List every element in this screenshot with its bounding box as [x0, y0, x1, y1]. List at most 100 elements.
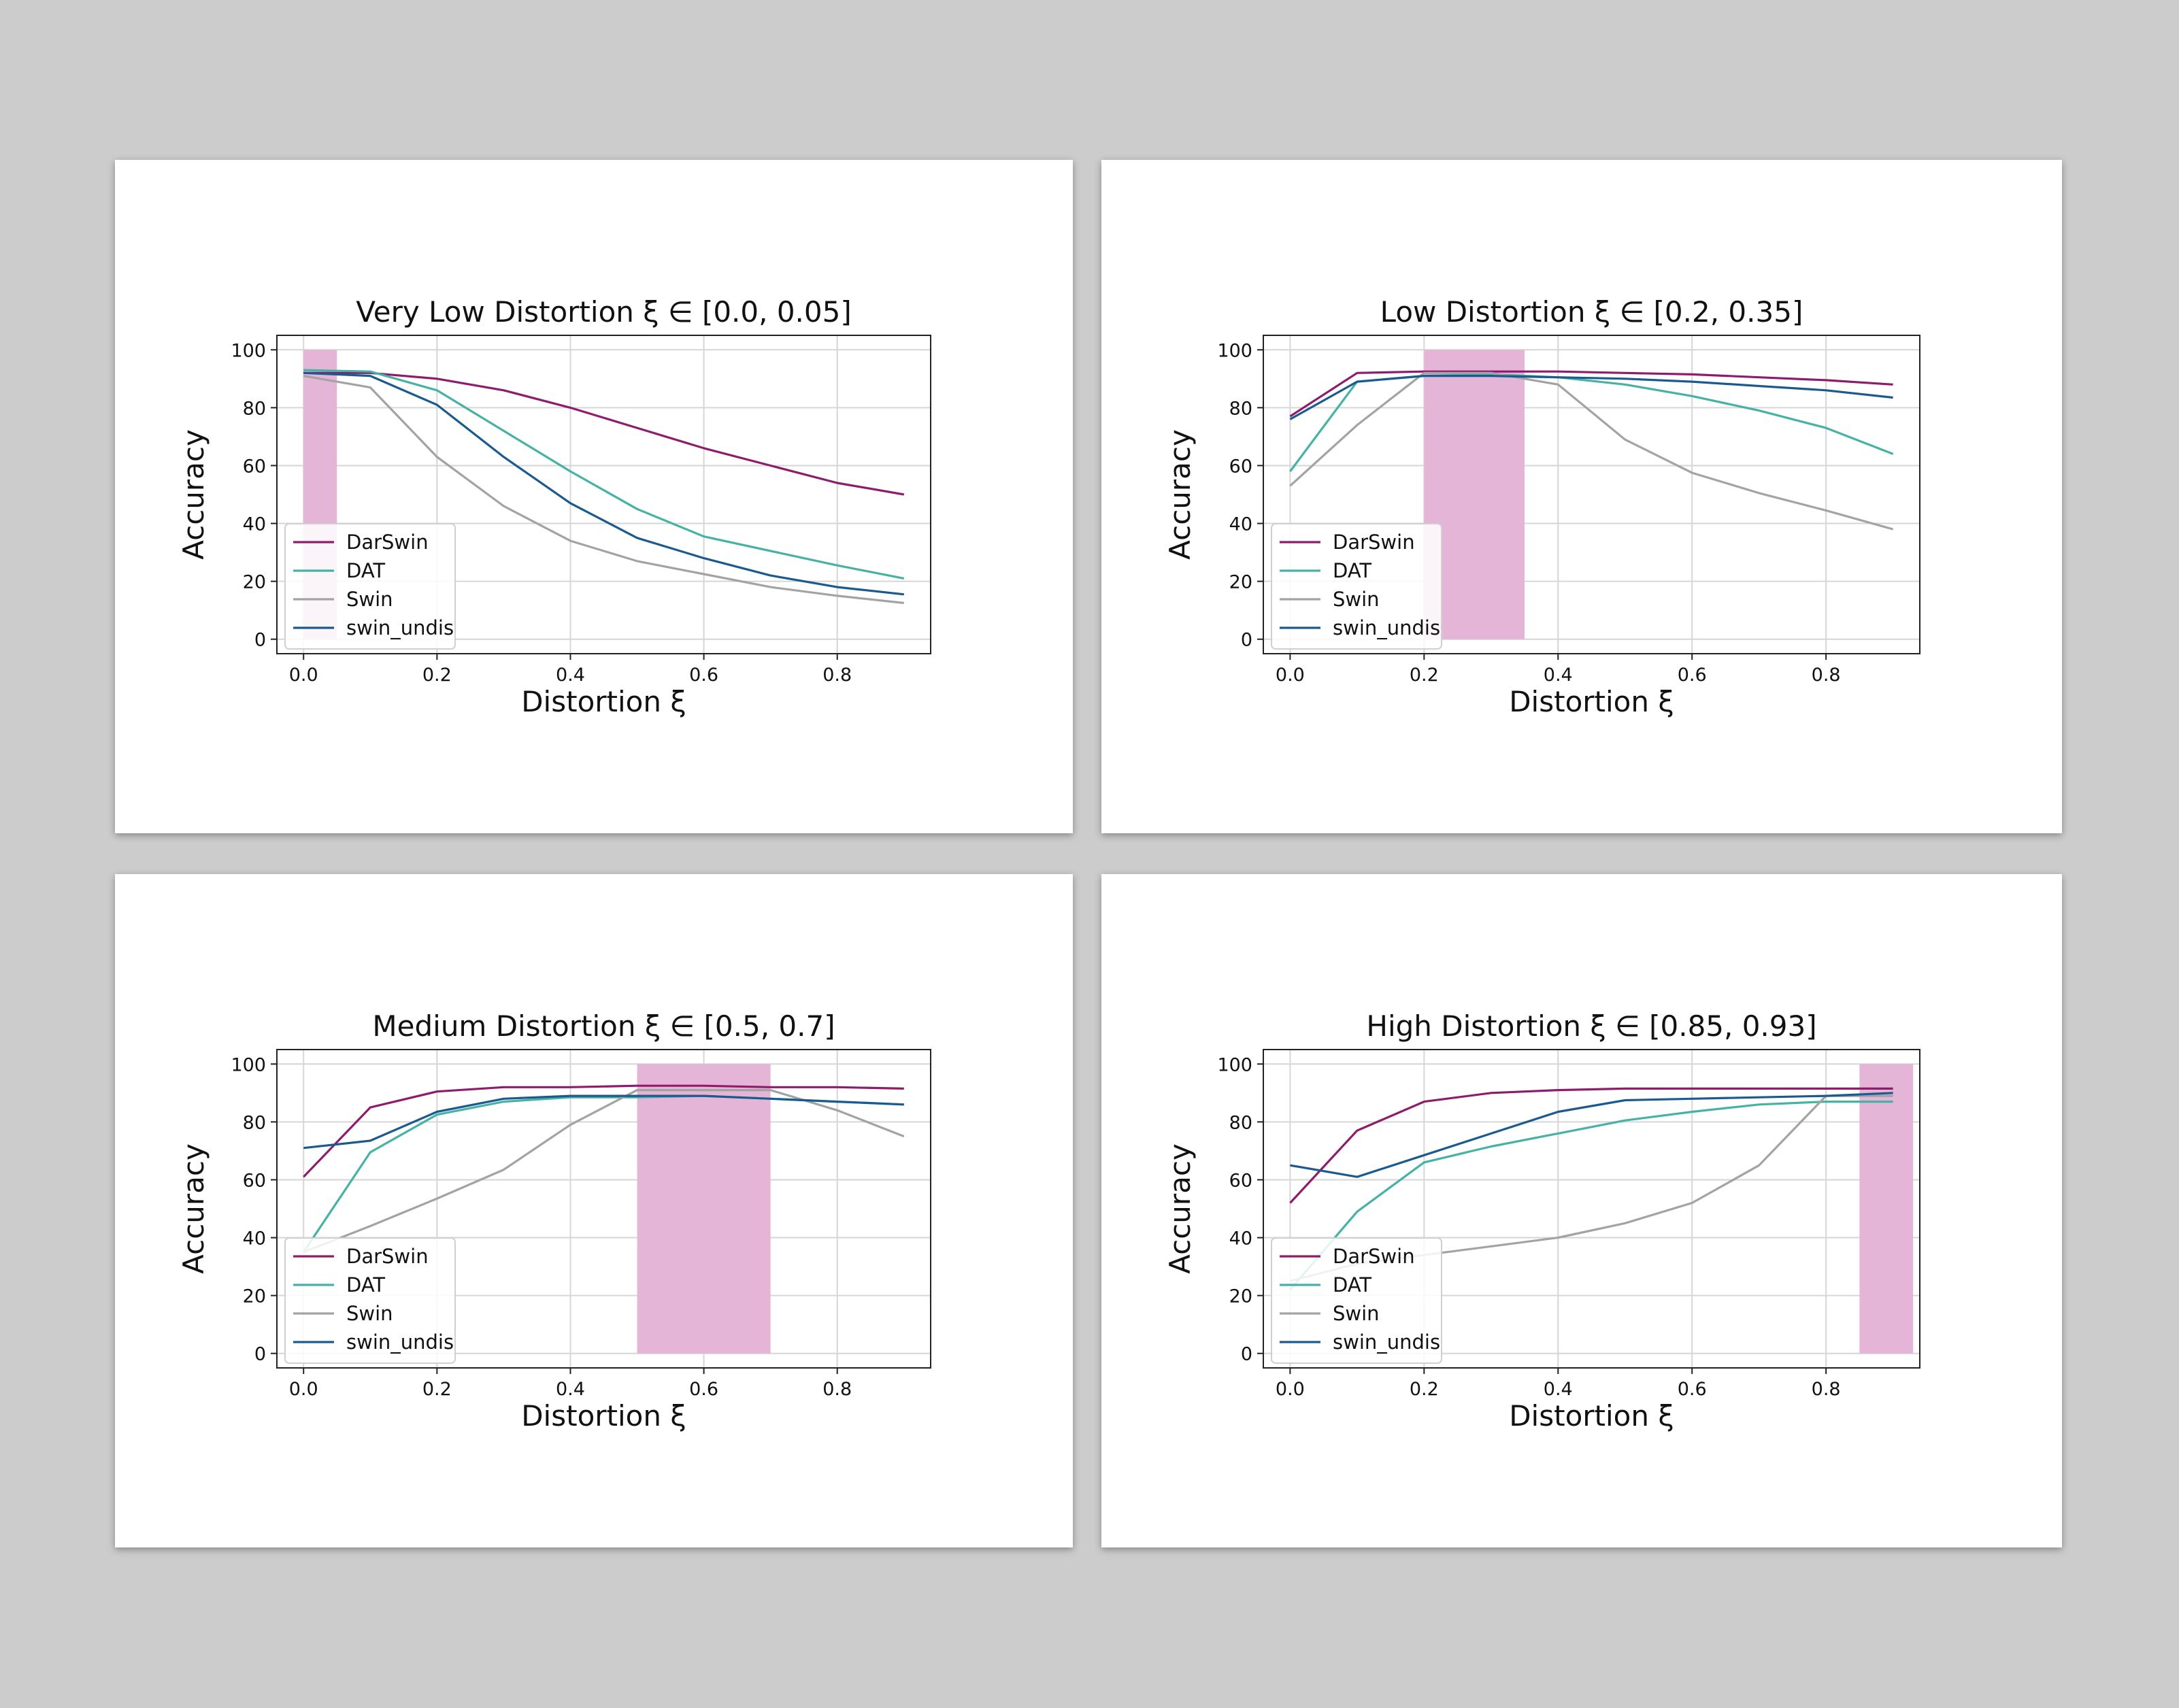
series-line-darswin [303, 1084, 904, 1178]
y-tick-label: 20 [243, 572, 266, 593]
y-tick-label: 0 [254, 630, 266, 651]
y-tick-label: 60 [1229, 456, 1252, 477]
x-tick-label: 0.8 [822, 1379, 852, 1400]
series-line-darswin [1289, 370, 1893, 418]
x-tick-label: 0.2 [422, 1379, 452, 1400]
y-tick-label: 80 [243, 1112, 266, 1133]
axes-frame [1263, 335, 1920, 654]
chart-svg: 0.0 0.2 0.4 0.6 0.8 0 20 40 60 80 100 Medium Distor… [177, 1009, 931, 1433]
y-tick-label: 20 [1229, 1286, 1252, 1307]
x-tick-label: 0.6 [689, 1379, 718, 1400]
x-axis-label: Distortion ξ [521, 1399, 686, 1433]
series-line-swin [303, 1089, 905, 1254]
y-tick-label: 0 [254, 1344, 266, 1365]
x-tick-label: 0.2 [422, 665, 452, 686]
y-tick-label: 100 [231, 340, 266, 361]
y-tick-label: 80 [243, 398, 266, 419]
y-tick-label: 60 [243, 1170, 266, 1191]
legend-label-swin: Swin [1333, 1302, 1380, 1325]
y-tick-label: 40 [1229, 514, 1252, 535]
chart-panel-very-low: 0.0 0.2 0.4 0.6 0.8 0 20 40 60 80 100 Very Low Dist… [115, 160, 1073, 833]
x-tick-label: 0.2 [1410, 1379, 1439, 1400]
x-tick-label: 0.4 [1544, 665, 1573, 686]
x-axis-label: Distortion ξ [1509, 1399, 1674, 1433]
legend: DarSwin DAT Swin swin_undis [284, 1237, 456, 1364]
legend-label-dat: DAT [346, 1273, 385, 1296]
series-line-darswin [303, 371, 905, 496]
legend-label-darswin: DarSwin [346, 1245, 429, 1268]
x-tick-label: 0.0 [289, 665, 318, 686]
x-tick-label: 0.6 [1678, 1379, 1707, 1400]
x-tick-label: 0.0 [289, 1379, 318, 1400]
legend-label-swin-undis: swin_undis [346, 616, 454, 639]
x-axis-label: Distortion ξ [521, 685, 686, 718]
series-line-swin-undis [1289, 375, 1893, 420]
legend-label-swin: Swin [1333, 588, 1380, 611]
x-tick-label: 0.6 [1678, 665, 1707, 686]
x-tick-label: 0.8 [1812, 665, 1841, 686]
y-tick-label: 80 [1229, 1112, 1252, 1133]
x-tick-label: 0.0 [1276, 665, 1305, 686]
legend-label-swin-undis: swin_undis [1333, 616, 1440, 639]
legend-label-swin: Swin [346, 588, 393, 611]
legend: DarSwin DAT Swin swin_undis [1271, 1237, 1442, 1364]
y-tick-label: 20 [1229, 572, 1252, 593]
x-tick-label: 0.4 [556, 1379, 585, 1400]
legend-box [1271, 1237, 1442, 1364]
chart-title: Very Low Distortion ξ ∈ [0.0, 0.05] [356, 295, 851, 329]
chart-panel-medium: 0.0 0.2 0.4 0.6 0.8 0 20 40 60 80 100 Medium Distor… [115, 874, 1073, 1547]
legend-label-darswin: DarSwin [1333, 1245, 1415, 1268]
x-axis-label: Distortion ξ [1509, 685, 1674, 718]
y-tick-label: 40 [1229, 1228, 1252, 1250]
chart-panel-high: 0.0 0.2 0.4 0.6 0.8 0 20 40 60 80 100 High Distorti… [1101, 874, 2062, 1547]
series-line-dat [303, 369, 905, 580]
legend-label-dat: DAT [1333, 1273, 1371, 1296]
y-tick-label: 0 [1241, 630, 1252, 651]
chart-panel-low: 0.0 0.2 0.4 0.6 0.8 0 20 40 60 80 100 Low Distortio… [1101, 160, 2062, 833]
series-line-swin-undis [303, 371, 904, 596]
legend-label-swin-undis: swin_undis [1333, 1330, 1440, 1354]
y-tick-label: 20 [243, 1286, 266, 1307]
series-line-swin [303, 375, 904, 605]
axes-frame [276, 1049, 931, 1369]
legend-label-swin: Swin [346, 1302, 393, 1325]
chart-title: Medium Distortion ξ ∈ [0.5, 0.7] [372, 1009, 835, 1043]
legend-label-dat: DAT [1333, 559, 1371, 582]
y-axis-label: Accuracy [1163, 429, 1197, 560]
chart-svg: 0.0 0.2 0.4 0.6 0.8 0 20 40 60 80 100 Very Low Dist… [177, 295, 931, 718]
y-tick-label: 80 [1229, 398, 1252, 419]
y-axis-label: Accuracy [177, 429, 210, 560]
chart-title: High Distortion ξ ∈ [0.85, 0.93] [1366, 1009, 1816, 1043]
legend-box [284, 523, 456, 650]
highlight-band [1859, 1064, 1914, 1354]
legend-label-dat: DAT [346, 559, 385, 582]
legend-label-darswin: DarSwin [346, 531, 429, 554]
x-tick-label: 0.2 [1410, 665, 1439, 686]
series-line-dat [1289, 1101, 1893, 1291]
y-tick-label: 100 [1217, 1054, 1252, 1075]
x-tick-label: 0.8 [822, 665, 852, 686]
x-tick-label: 0.0 [1276, 1379, 1305, 1400]
y-tick-label: 0 [1241, 1344, 1252, 1365]
chart-title: Low Distortion ξ ∈ [0.2, 0.35] [1380, 295, 1803, 329]
y-axis-label: Accuracy [1163, 1143, 1197, 1274]
chart-svg: 0.0 0.2 0.4 0.6 0.8 0 20 40 60 80 100 High Distorti… [1163, 1009, 1920, 1433]
x-tick-label: 0.8 [1812, 1379, 1841, 1400]
y-tick-label: 60 [243, 456, 266, 477]
y-tick-label: 40 [243, 514, 266, 535]
series-line-swin [1289, 371, 1894, 531]
series-line-swin-undis [1290, 1092, 1893, 1178]
y-tick-label: 100 [1217, 340, 1252, 361]
x-tick-label: 0.4 [556, 665, 585, 686]
y-tick-label: 40 [243, 1228, 266, 1250]
axes-frame [1263, 1049, 1920, 1369]
x-tick-label: 0.6 [689, 665, 718, 686]
legend-box [284, 1237, 456, 1364]
legend-label-darswin: DarSwin [1333, 531, 1415, 554]
legend: DarSwin DAT Swin swin_undis [1271, 523, 1442, 650]
highlight-band [637, 1064, 771, 1354]
axes-frame [276, 335, 931, 654]
y-tick-label: 100 [231, 1054, 266, 1075]
series-line-darswin [1289, 1087, 1893, 1204]
